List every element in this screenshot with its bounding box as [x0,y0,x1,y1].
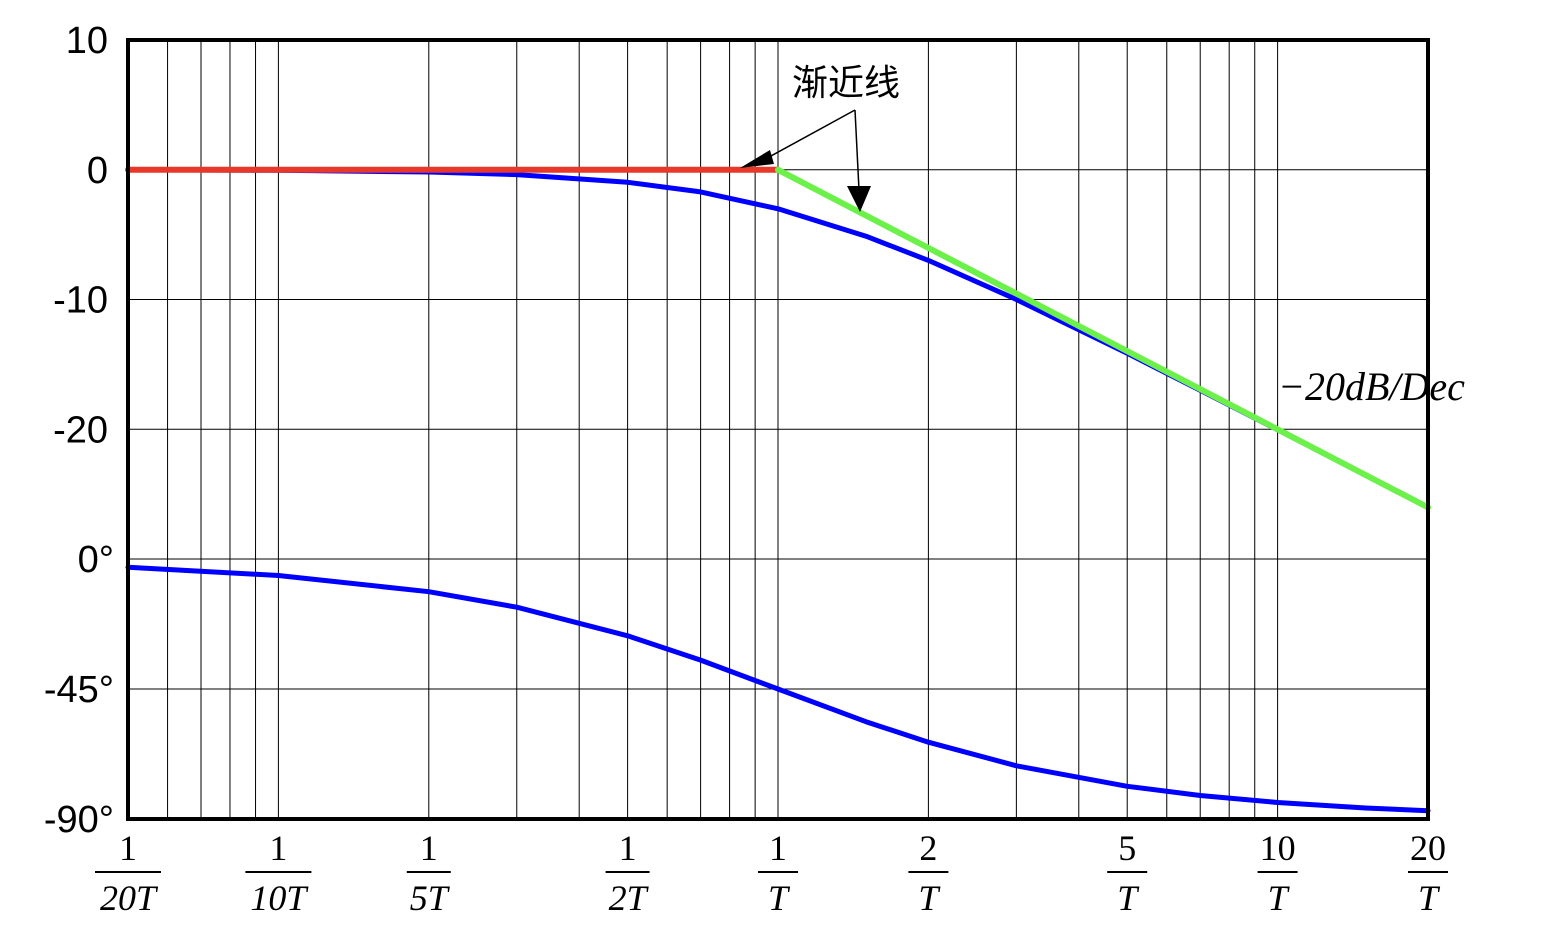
x-tick-denominator: 10T [250,878,309,918]
series-layer [125,166,1431,814]
annotations: 渐近线 −20dB/Dec [740,63,1465,409]
arrow-head-2 [847,186,871,212]
x-tick-denominator: T [1117,878,1140,918]
x-tick-denominator: T [918,878,941,918]
y-tick-labels: 10 0 -10 -20 0° -45° -90° [44,20,114,841]
x-tick-label: 2T [908,828,949,918]
x-tick-numerator: 20 [1410,828,1446,868]
x-tick-denominator: T [1418,878,1441,918]
phase-exact-curve [125,564,1431,814]
x-tick-numerator: 5 [1118,828,1136,868]
x-tick-label: 1T [758,828,798,918]
x-tick-label: 20 T [1408,828,1448,918]
y-tick-label: -20 [53,409,108,451]
x-tick-numerator: 1 [769,828,787,868]
x-tick-numerator: 2 [919,828,937,868]
x-tick-numerator: 1 [119,828,137,868]
plot-border [126,38,1430,821]
x-tick-label: 5T [1107,828,1148,918]
x-tick-denominator: 5T [410,878,451,918]
x-tick-denominator: 20T [100,878,159,918]
y-tick-label: 0 [87,150,108,192]
grid [127,40,1429,819]
y-tick-label: 0° [78,539,114,581]
y-tick-label: -90° [44,799,114,841]
x-tick-denominator: 2T [609,878,650,918]
asymptote-label: 渐近线 [792,63,900,104]
x-tick-label: 15T [406,828,451,918]
arrow-line-2 [854,109,860,191]
x-tick-numerator: 10 [1260,828,1296,868]
y-tick-label: -45° [44,669,114,711]
slope-label: −20dB/Dec [1278,364,1465,409]
x-tick-numerator: 1 [269,828,287,868]
x-tick-numerator: 1 [619,828,637,868]
x-tick-denominator: T [768,878,791,918]
plot-frame [126,38,1430,821]
asymptote-slope-line [775,166,1431,511]
arrow-line-1 [759,109,856,163]
arrow-head-1 [740,150,774,168]
x-tick-label: 10 T [1257,828,1298,918]
x-tick-label: 12T [605,828,650,918]
x-tick-numerator: 1 [420,828,438,868]
x-tick-denominator: T [1268,878,1291,918]
y-tick-label: 10 [66,20,108,62]
y-tick-label: -10 [53,280,108,322]
